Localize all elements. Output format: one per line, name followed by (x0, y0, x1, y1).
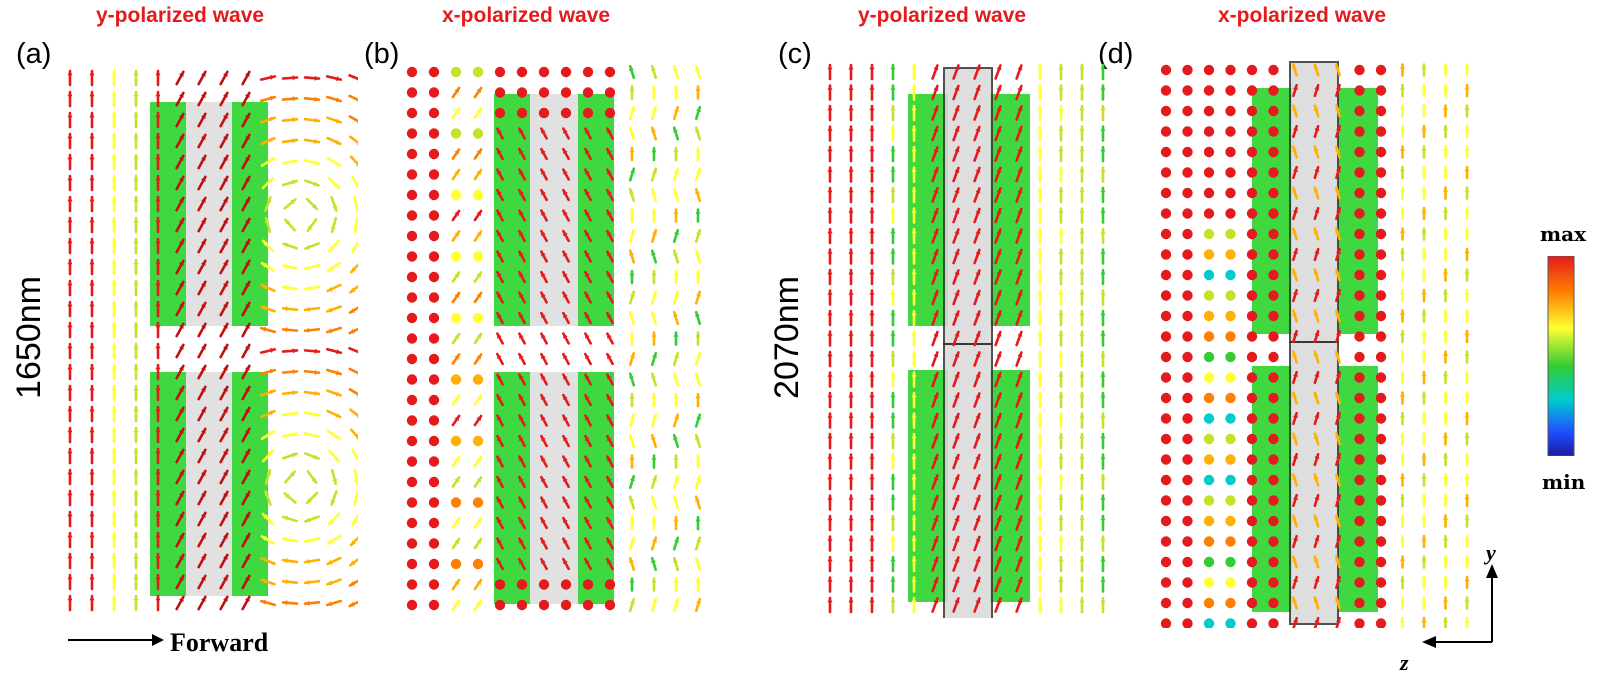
panel-b-label: (b) (364, 38, 400, 70)
field-panel-d (1160, 61, 1470, 628)
coordinate-axes-icon (1422, 564, 1498, 648)
panel-d-title: x-polarized wave (1218, 4, 1387, 27)
colorbar-max-label: max (1540, 222, 1587, 246)
panel-a-title: y-polarized wave (96, 4, 265, 27)
wavelength-label-1650: 1650nm (9, 276, 48, 399)
wavelength-label-2070: 2070nm (767, 276, 806, 399)
z-axis-label: z (1400, 650, 1409, 675)
panel-c-title: y-polarized wave (858, 4, 1027, 27)
panel-a-label: (a) (16, 38, 52, 70)
field-panel-b (406, 64, 702, 613)
forward-arrow-icon (68, 634, 164, 646)
colorbar-min-label: min (1542, 470, 1586, 494)
panel-c-label: (c) (778, 38, 812, 70)
field-panel-a (67, 69, 358, 612)
forward-label: Forward (170, 628, 269, 657)
field-panel-c (827, 63, 1106, 618)
panel-b-title: x-polarized wave (442, 4, 611, 27)
colorbar (1547, 256, 1575, 456)
y-axis-label: y (1486, 540, 1496, 565)
